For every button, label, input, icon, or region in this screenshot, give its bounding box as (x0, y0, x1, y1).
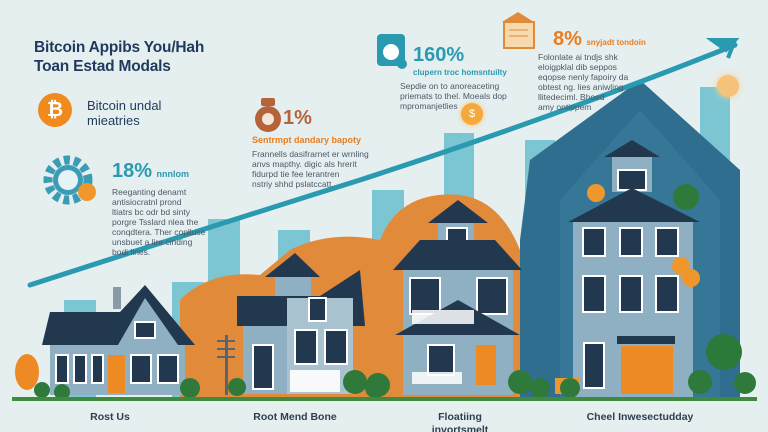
stat-body-line: ltiatrs bc odr bd sinty (112, 207, 190, 217)
stat-body-line: obtest ng. lies aniwling (538, 82, 624, 92)
stat-body: Folonlate ai tndjs shk eloigpklal dib se… (538, 52, 628, 112)
gear-icon (43, 155, 96, 205)
house-document-icon (502, 12, 535, 49)
stat-card-2-text: Sentrmpt dandary bapoty Frannells dasifr… (252, 135, 369, 189)
stat-body-line: llitedeciml. Bhoed (538, 92, 605, 102)
caption-line: invortsmelt (431, 424, 489, 432)
stat-body-line: Folonlate ai tndjs shk (538, 52, 618, 62)
stat-body-line: porgre Tsslard nlea the (112, 217, 199, 227)
stat-card-2: 1% (283, 107, 312, 130)
stat-body: Reeganting denamt antisiocratnl prond lt… (112, 187, 205, 257)
stat-body-line: Frannells dasifrarnet er wrnling (252, 149, 369, 159)
sun-icon (717, 75, 739, 97)
stat-value: 160% (413, 44, 465, 66)
page-title: Bitcoin Appibs You/Hah Toan Estad Modals (34, 38, 204, 76)
stat-card-3: 160% (413, 44, 464, 67)
bitcoin-icon: ₿ (38, 93, 72, 127)
stat-body-line: eloigpklal dib seppos (538, 62, 617, 72)
stat-subtitle: Sentrmpt dandary bapoty (252, 135, 362, 145)
stat-body-line: unsbuet a lire cinding (112, 237, 193, 247)
money-bag-icon (255, 98, 281, 132)
house-caption-2: Root Mend Bone (230, 411, 360, 424)
house-1 (15, 285, 200, 400)
house-caption-4: Cheel Inwesectudday (570, 411, 710, 424)
title-line-2: Toan Estad Modals (34, 58, 171, 75)
stat-body: Frannells dasifrarnet er wrnling anvs ma… (252, 149, 369, 189)
stat-body-line: priemats to thel. Moeals dop (400, 91, 507, 101)
house-3 (366, 200, 550, 398)
house-caption-3: Floatiing invortsmelt (410, 411, 510, 432)
stat-card-4: 8% snyjadt tondoin (553, 28, 646, 51)
title-line-1: Bitcoin Appibs You/Hah (34, 39, 205, 56)
stat-body-line: conqdtera. Ther coplluse (112, 227, 206, 237)
caption-line: Floatiing (438, 411, 482, 423)
stat-body-line: fidurpd tie fee lerantren (252, 169, 340, 179)
bitcoin-label-line-2: mieatries (87, 113, 140, 128)
dollar-coin-icon: $ (461, 103, 483, 125)
caption-line: Cheel Inwesectudday (586, 411, 694, 423)
stat-subtitle: nnnlom (156, 169, 189, 179)
stat-subtitle: snyjadt tondoin (586, 38, 646, 47)
bitcoin-label: Bitcoin undal mieatries (87, 98, 161, 128)
house-2 (228, 253, 385, 398)
stat-body-line: bodi lines. (112, 247, 151, 257)
stat-body: Sepdie on to anoreaceting priemats to th… (400, 81, 507, 111)
stat-value: 1% (283, 107, 312, 129)
stat-body-line: mpromanjetlies (400, 101, 458, 111)
stat-body-line: eqopse nenly fapoiry da (538, 72, 629, 82)
phone-wallet-icon (377, 34, 407, 69)
stat-card-3-sub: clupern troc homsntuilty (413, 68, 507, 77)
house-caption-1: Rost Us (60, 411, 160, 424)
house-4 (555, 140, 756, 398)
stat-subtitle: clupern troc homsntuilty (413, 68, 507, 77)
stat-card-1: 18% nnnlom Reeganting denamt antisiocrat… (112, 160, 205, 257)
caption-line: Root Mend Bone (253, 411, 337, 423)
stat-body-line: Sepdie on to anoreaceting (400, 81, 500, 91)
caption-line: Rost Us (90, 411, 130, 423)
stat-body-line: anvs mapthy. digic als hrerit (252, 159, 357, 169)
stat-body-line: antisiocratnl prond (112, 197, 182, 207)
bitcoin-label-line-1: Bitcoin undal (87, 98, 162, 113)
stat-body-line: Reeganting denamt (112, 187, 187, 197)
stat-value: 8% (553, 28, 582, 50)
stat-value: 18% (112, 160, 153, 182)
stat-body-line: amy ontippem (538, 102, 592, 112)
ground-line (12, 397, 757, 401)
stat-body-line: nstriy shhd pslatccatt. (252, 179, 334, 189)
utility-pole (217, 335, 235, 395)
